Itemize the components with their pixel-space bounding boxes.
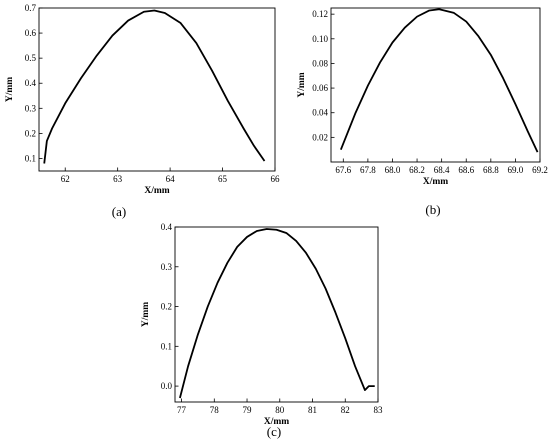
x-tick-label: 81 <box>308 405 317 415</box>
x-tick-label: 78 <box>210 405 220 415</box>
panel-label: (a) <box>112 204 126 219</box>
y-tick-label: 0.6 <box>25 28 37 38</box>
x-tick-label: 79 <box>243 405 253 415</box>
series-line-1 <box>43 9 266 164</box>
panel-label: (c) <box>267 424 281 439</box>
y-axis-label: Y/mm <box>141 302 151 327</box>
y-tick-label: 0.3 <box>25 103 37 113</box>
y-axis-label: Y/mm <box>5 77 15 102</box>
x-tick-label: 67.6 <box>335 165 351 175</box>
x-tick-label: 80 <box>275 405 285 415</box>
series-line-1 <box>179 228 375 399</box>
y-tick-label: 0.12 <box>312 9 328 19</box>
plot-frame <box>330 7 541 163</box>
x-tick-label: 64 <box>166 174 176 184</box>
x-tick-label: 77 <box>177 405 187 415</box>
x-tick-label: 68.0 <box>385 165 401 175</box>
series-line-1 <box>340 8 539 153</box>
x-tick-label: 68.2 <box>409 165 425 175</box>
y-tick-label: 0.3 <box>161 262 173 272</box>
panel-label: (b) <box>425 202 440 217</box>
y-tick-label: 0.2 <box>25 128 36 138</box>
plot-frame <box>174 226 379 403</box>
plot-frame <box>38 7 276 172</box>
x-tick-label: 69.0 <box>508 165 524 175</box>
x-tick-label: 67.8 <box>360 165 376 175</box>
x-tick-label: 69.2 <box>532 165 548 175</box>
x-tick-label: 66 <box>271 174 281 184</box>
chart-panel-b: 67.6 67.8 68.0 68.2 68.4 68.6 68.8 69.0 69.2 0.02… <box>297 7 548 217</box>
x-axis-label: X/mm <box>144 186 169 196</box>
x-tick-label: 68.4 <box>434 165 450 175</box>
x-tick-label: 82 <box>341 405 350 415</box>
x-tick-label: 62 <box>61 174 70 184</box>
y-tick-label: 0.5 <box>25 53 37 63</box>
chart-panel-a: 62 63 64 65 66 0.1 0.2 0.3 0.4 0.5 0.6 0.7 X/mm Y/mm (… <box>5 3 280 219</box>
x-tick-label: 68.6 <box>458 165 474 175</box>
y-tick-label: 0.04 <box>312 108 328 118</box>
x-tick-label: 83 <box>374 405 384 415</box>
y-tick-label: 0.7 <box>25 3 37 13</box>
y-tick-label: 0.4 <box>161 222 173 232</box>
x-tick-label: 68.8 <box>483 165 499 175</box>
y-tick-label: 0.1 <box>25 153 36 163</box>
y-tick-label: 0.2 <box>161 302 172 312</box>
y-tick-label: 0.02 <box>312 132 328 142</box>
x-tick-label: 65 <box>218 174 228 184</box>
y-tick-label: 0.1 <box>161 341 172 351</box>
y-tick-label: 0.06 <box>312 83 328 93</box>
y-tick-label: 0.0 <box>161 381 173 391</box>
y-tick-label: 0.10 <box>312 34 328 44</box>
y-tick-label: 0.08 <box>312 58 328 68</box>
x-axis-label: X/mm <box>423 177 448 187</box>
chart-panel-c: 77 78 79 80 81 82 83 0.0 0.1 0.2 0.3 0.4 X/mm Y/mm (c) <box>141 222 383 439</box>
y-axis-label: Y/mm <box>297 72 307 97</box>
y-tick-label: 0.4 <box>25 78 37 88</box>
x-tick-label: 63 <box>113 174 123 184</box>
x-axis-label: X/mm <box>264 417 289 427</box>
